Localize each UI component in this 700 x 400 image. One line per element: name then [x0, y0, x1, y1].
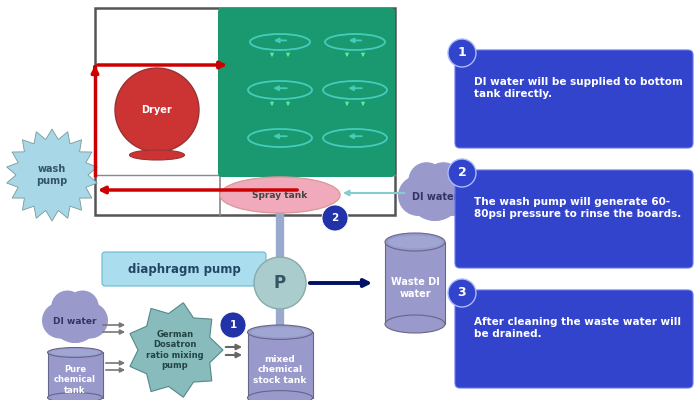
Text: 1: 1 — [458, 46, 466, 60]
Circle shape — [115, 68, 199, 152]
FancyBboxPatch shape — [455, 50, 693, 148]
Circle shape — [42, 302, 78, 338]
Polygon shape — [130, 303, 223, 397]
FancyBboxPatch shape — [455, 290, 693, 388]
FancyBboxPatch shape — [102, 252, 266, 286]
Text: DI water: DI water — [412, 192, 458, 202]
Text: DI water will be supplied to bottom
tank directly.: DI water will be supplied to bottom tank… — [474, 77, 683, 99]
Circle shape — [254, 257, 306, 309]
Circle shape — [66, 290, 99, 323]
Circle shape — [60, 313, 90, 343]
Circle shape — [72, 302, 108, 338]
Text: wash
pump: wash pump — [36, 164, 68, 186]
Circle shape — [448, 159, 476, 187]
Ellipse shape — [248, 325, 312, 339]
Circle shape — [398, 176, 438, 216]
Ellipse shape — [130, 150, 185, 160]
Polygon shape — [7, 129, 97, 221]
Ellipse shape — [388, 236, 442, 248]
Text: Waste DI
water: Waste DI water — [391, 277, 440, 299]
FancyBboxPatch shape — [95, 8, 395, 215]
Text: Pure
chemical
tank: Pure chemical tank — [54, 365, 96, 395]
FancyBboxPatch shape — [248, 332, 312, 398]
Circle shape — [322, 205, 348, 231]
Text: DI water: DI water — [53, 318, 97, 326]
Ellipse shape — [48, 348, 102, 358]
Text: 1: 1 — [230, 320, 237, 330]
FancyBboxPatch shape — [48, 352, 102, 398]
Ellipse shape — [48, 393, 102, 400]
Circle shape — [220, 312, 246, 338]
Circle shape — [408, 162, 444, 198]
Ellipse shape — [385, 233, 445, 251]
Text: P: P — [274, 274, 286, 292]
Circle shape — [448, 279, 476, 307]
Circle shape — [418, 187, 452, 221]
Ellipse shape — [385, 315, 445, 333]
Text: mixed
chemical
stock tank: mixed chemical stock tank — [253, 355, 307, 385]
Circle shape — [51, 290, 84, 323]
Ellipse shape — [50, 349, 99, 356]
Text: Dryer: Dryer — [141, 105, 172, 115]
Circle shape — [448, 39, 476, 67]
Text: 3: 3 — [458, 286, 466, 300]
Text: German
Dosatron
ratio mixing
pump: German Dosatron ratio mixing pump — [146, 330, 204, 370]
Circle shape — [425, 162, 461, 198]
Ellipse shape — [248, 390, 312, 400]
Ellipse shape — [220, 177, 340, 213]
Text: Spray tank: Spray tank — [253, 190, 307, 200]
Text: After cleaning the waste water will
be drained.: After cleaning the waste water will be d… — [474, 317, 681, 338]
Text: 2: 2 — [331, 213, 339, 223]
Circle shape — [407, 165, 463, 221]
Text: diaphragm pump: diaphragm pump — [127, 262, 240, 276]
Ellipse shape — [251, 327, 309, 337]
FancyBboxPatch shape — [455, 170, 693, 268]
Text: 2: 2 — [458, 166, 466, 180]
FancyBboxPatch shape — [385, 242, 445, 324]
FancyBboxPatch shape — [218, 8, 395, 177]
Circle shape — [432, 176, 472, 216]
Circle shape — [50, 293, 100, 343]
Text: The wash pump will generate 60-
80psi pressure to rinse the boards.: The wash pump will generate 60- 80psi pr… — [474, 197, 681, 218]
